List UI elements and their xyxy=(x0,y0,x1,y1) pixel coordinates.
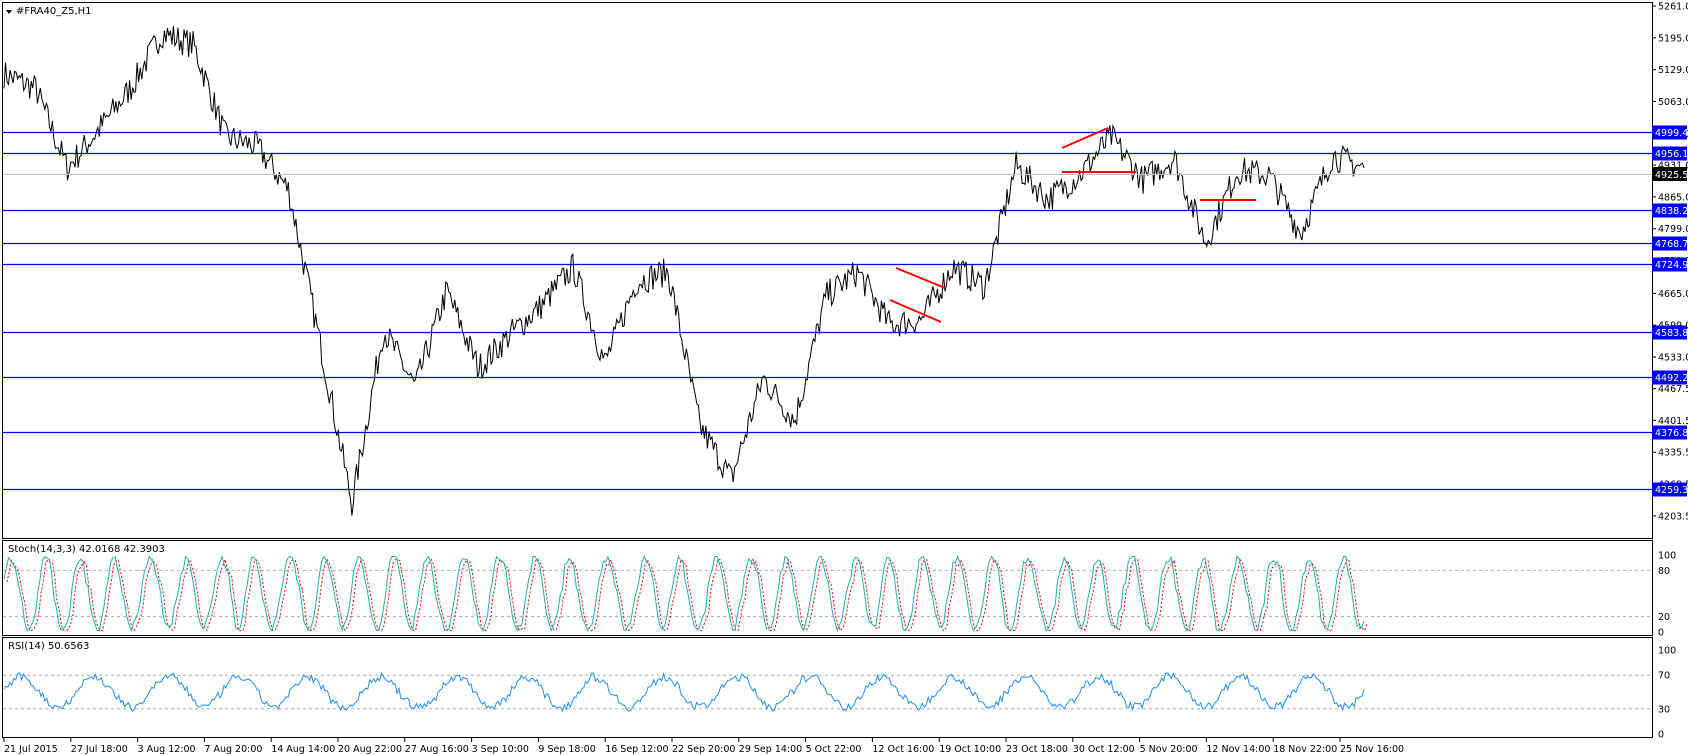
time-tick-label: 9 Sep 18:00 xyxy=(538,744,595,755)
menu-triangle-icon[interactable] xyxy=(6,10,12,14)
level-badge xyxy=(1652,425,1687,440)
price-tick-label: 4799.0 xyxy=(1658,224,1688,235)
trendline xyxy=(1061,127,1109,149)
time-tick-label: 5 Nov 20:00 xyxy=(1140,744,1198,755)
time-tick-label: 27 Aug 16:00 xyxy=(405,744,469,755)
time-tick-label: 3 Aug 12:00 xyxy=(138,744,196,755)
price-tick-label: 4335.5 xyxy=(1658,448,1688,459)
level-badge xyxy=(1652,125,1687,140)
current-price-badge xyxy=(1652,167,1687,181)
stoch-main-line xyxy=(3,554,1365,633)
time-tick-label: 16 Sep 12:00 xyxy=(605,744,668,755)
time-tick-label: 21 Jul 2015 xyxy=(4,744,58,755)
indicator-tick-label: 80 xyxy=(1658,566,1670,577)
level-badge xyxy=(1652,482,1687,497)
level-label: 4724.9 xyxy=(1655,260,1688,271)
rsi-label: RSI(14) 50.6563 xyxy=(8,641,89,652)
level-badge xyxy=(1652,257,1687,272)
time-tick-label: 12 Nov 14:00 xyxy=(1206,744,1270,755)
indicator-tick-label: 100 xyxy=(1658,551,1676,562)
trendlines xyxy=(889,127,1256,323)
chart-title: #FRA40_Z5,H1 xyxy=(16,6,92,17)
level-label: 4259.3 xyxy=(1655,485,1688,496)
indicator-tick-label: 30 xyxy=(1658,704,1670,715)
time-tick-label: 3 Sep 10:00 xyxy=(472,744,529,755)
price-tick-label: 4865.0 xyxy=(1658,192,1688,203)
time-tick-label: 27 Jul 18:00 xyxy=(71,744,128,755)
main-panel-frame xyxy=(2,2,1653,539)
time-tick-label: 29 Sep 14:00 xyxy=(739,744,802,755)
stoch-panel-frame xyxy=(2,540,1653,636)
time-tick-label: 7 Aug 20:00 xyxy=(204,744,262,755)
trendline xyxy=(889,299,942,323)
indicator-tick-label: 0 xyxy=(1658,730,1664,741)
stoch-label: Stoch(14,3,3) 42.0168 42.3903 xyxy=(8,544,165,555)
time-axis: 21 Jul 2015 27 Jul 18:00 3 Aug 12:00 7 Aug … xyxy=(3,738,1404,755)
trendline xyxy=(895,267,946,289)
time-tick-label: 18 Nov 22:00 xyxy=(1273,744,1337,755)
price-tick-label: 5063.0 xyxy=(1658,97,1688,108)
stoch-signal-line xyxy=(6,557,1368,632)
price-tick-label: 4203.5 xyxy=(1658,511,1688,522)
level-label: 4376.8 xyxy=(1655,428,1688,439)
level-badge xyxy=(1652,370,1687,385)
time-tick-label: 5 Oct 22:00 xyxy=(806,744,862,755)
time-tick-label: 25 Nov 16:00 xyxy=(1340,744,1404,755)
rsi-levels: 100 70 30 0 xyxy=(3,646,1676,741)
level-label: 4583.8 xyxy=(1655,328,1688,339)
time-tick-label: 22 Sep 20:00 xyxy=(672,744,735,755)
level-label: 4492.2 xyxy=(1655,373,1688,384)
time-tick-label: 23 Oct 18:00 xyxy=(1006,744,1068,755)
rsi-line xyxy=(3,671,1365,713)
level-badge xyxy=(1652,325,1687,340)
level-label: 4838.2 xyxy=(1655,206,1688,217)
stoch-levels: 100 80 20 0 xyxy=(3,551,1676,639)
price-tick-label: 4533.0 xyxy=(1658,352,1688,363)
price-tick-label: 4467.5 xyxy=(1658,384,1688,395)
time-tick-label: 12 Oct 16:00 xyxy=(872,744,934,755)
price-series xyxy=(3,26,1365,516)
indicator-tick-label: 20 xyxy=(1658,612,1670,623)
support-resistance-levels: 4999.4 4956.1 4838.2 4768.7 4724.9 4583.8 4492… xyxy=(3,125,1688,497)
level-label: 4999.4 xyxy=(1655,128,1688,139)
price-tick-label: 4665.0 xyxy=(1658,289,1688,300)
price-tick-label: 5129.0 xyxy=(1658,65,1688,76)
level-label: 4768.7 xyxy=(1655,239,1688,250)
level-badge xyxy=(1652,203,1687,218)
price-tick-label: 5195.0 xyxy=(1658,33,1688,44)
indicator-tick-label: 100 xyxy=(1658,646,1676,657)
indicator-tick-label: 0 xyxy=(1658,628,1664,639)
current-price-label: 4925.5 xyxy=(1655,170,1688,181)
price-tick-label: 4401.5 xyxy=(1658,416,1688,427)
indicator-tick-label: 70 xyxy=(1658,671,1670,682)
price-tick-label: 4931.0 xyxy=(1658,161,1688,172)
time-tick-label: 30 Oct 12:00 xyxy=(1073,744,1135,755)
time-tick-label: 19 Oct 10:00 xyxy=(939,744,1001,755)
rsi-panel-frame xyxy=(2,637,1653,738)
price-tick-label: 5261.0 xyxy=(1658,2,1688,13)
level-badge xyxy=(1652,236,1687,251)
time-tick-label: 14 Aug 14:00 xyxy=(271,744,335,755)
time-tick-label: 20 Aug 22:00 xyxy=(338,744,402,755)
level-label: 4956.1 xyxy=(1655,149,1688,160)
level-badge xyxy=(1652,146,1687,161)
